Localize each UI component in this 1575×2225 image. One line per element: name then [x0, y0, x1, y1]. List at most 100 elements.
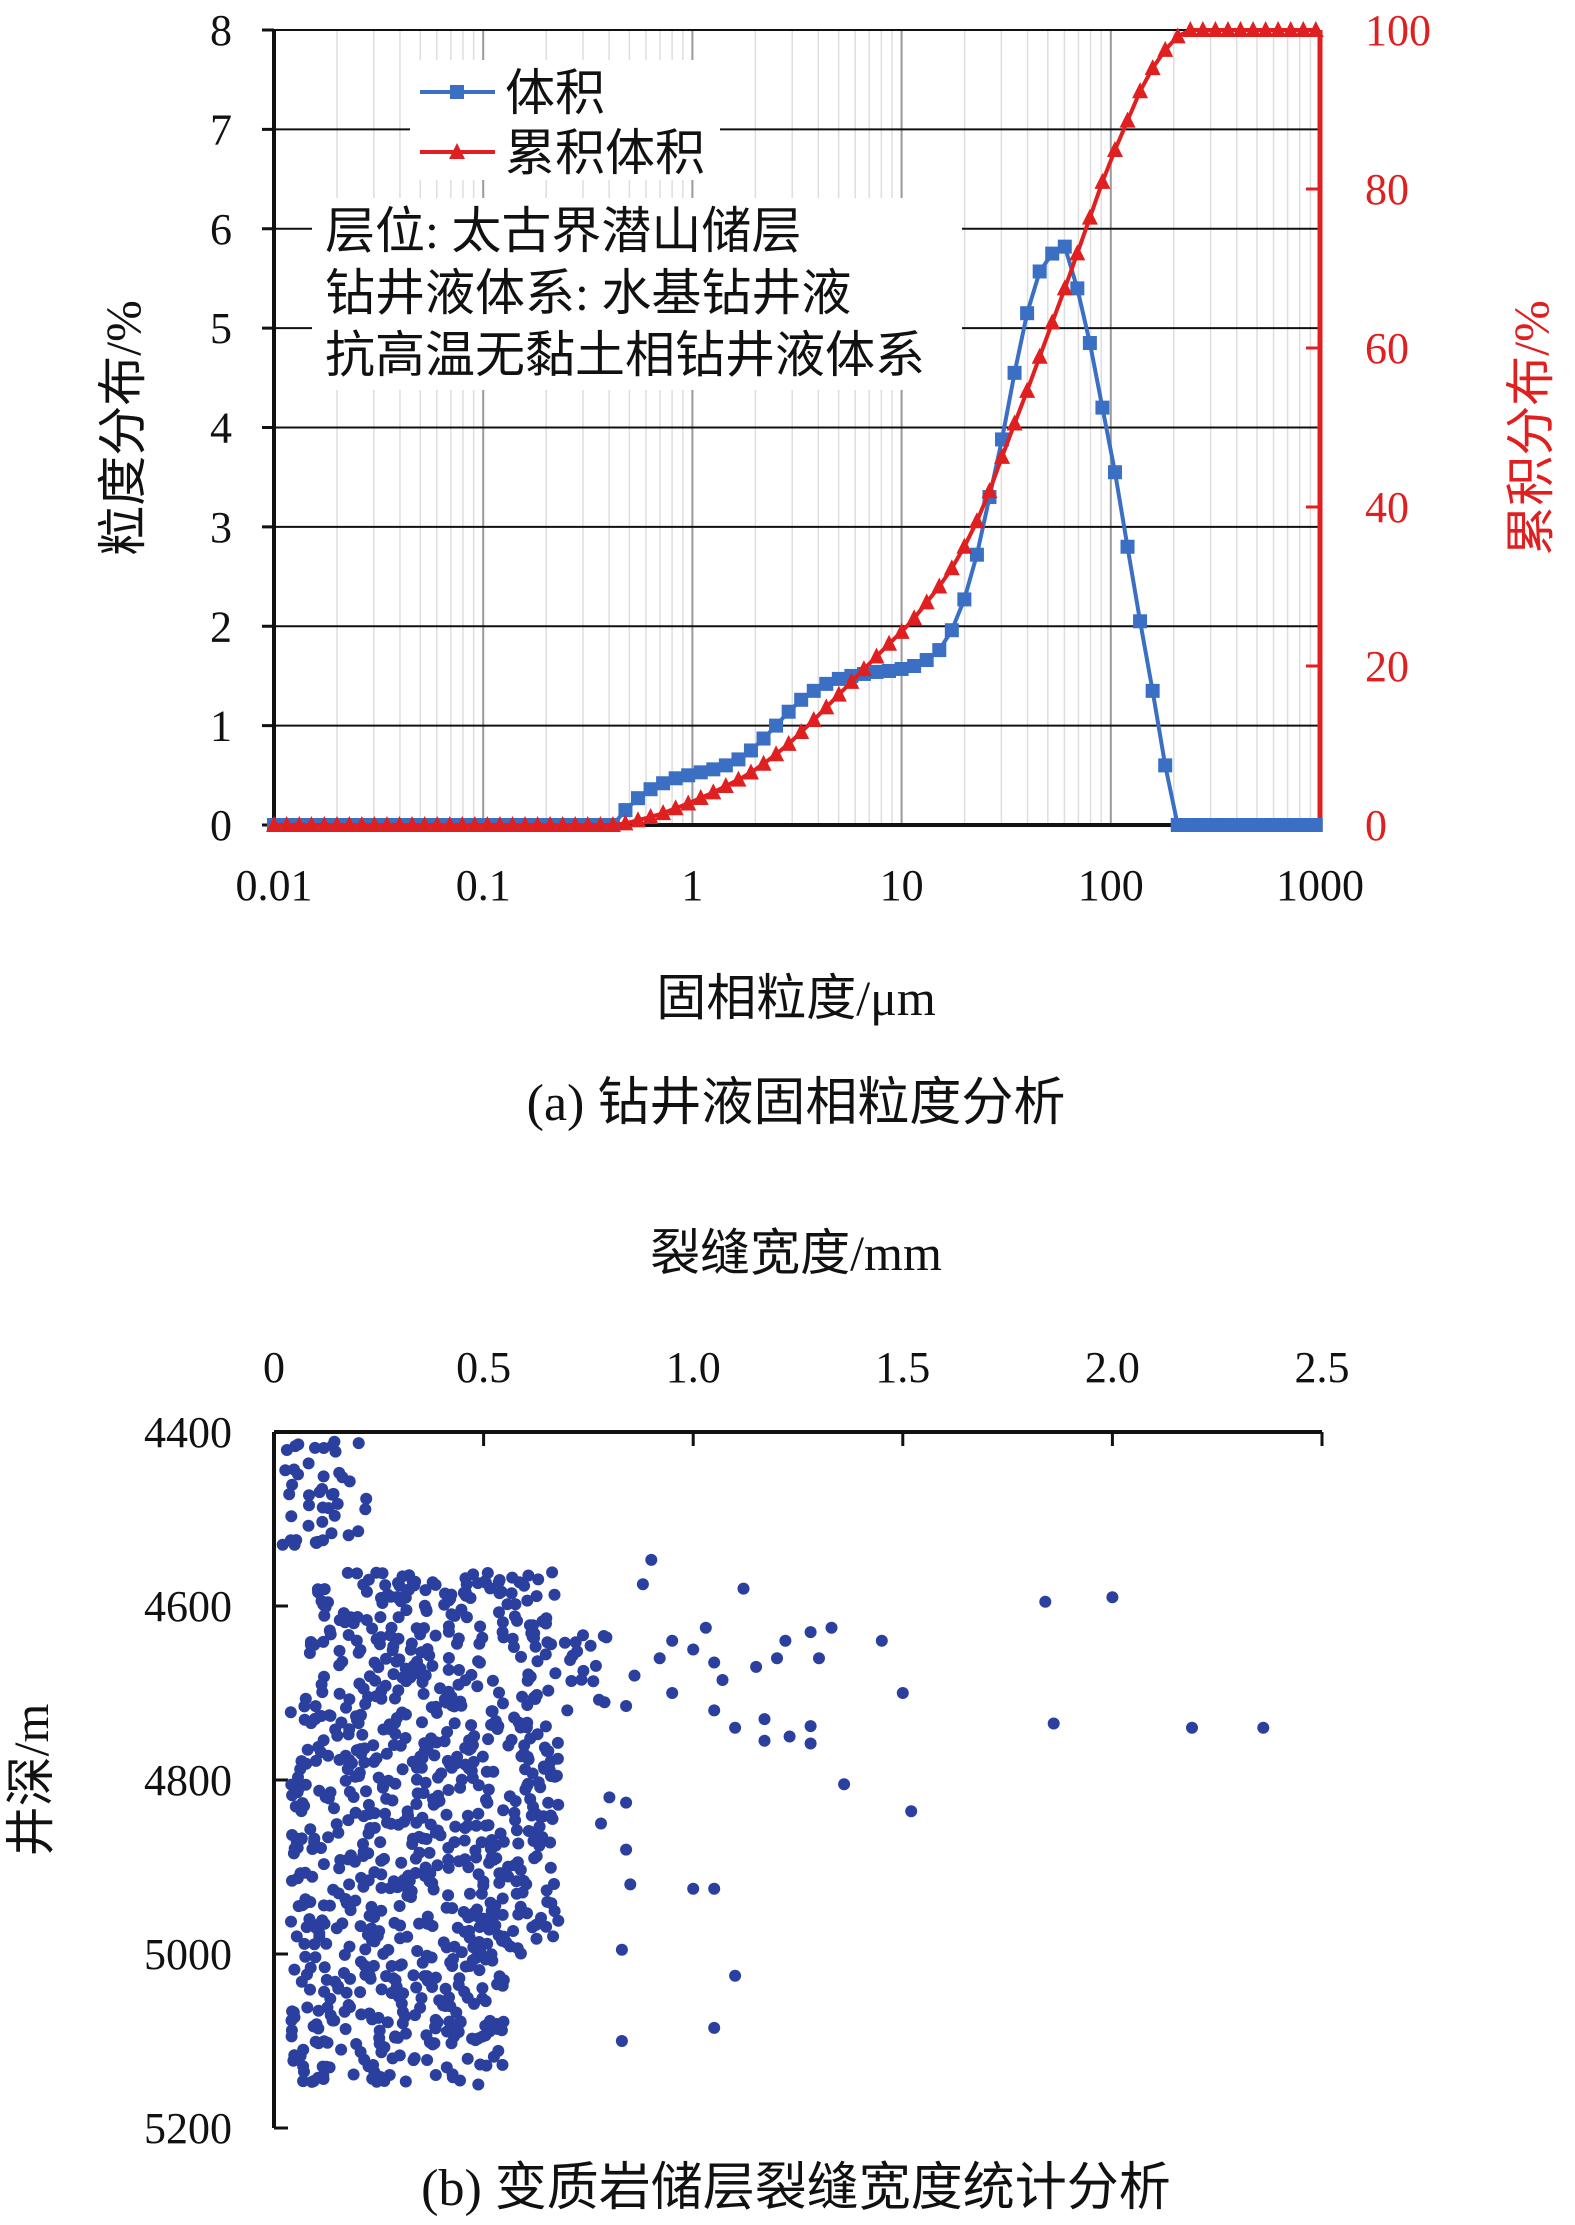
data-point	[304, 1961, 317, 1974]
data-point	[484, 1842, 497, 1855]
data-point	[545, 1638, 558, 1651]
data-point	[404, 1643, 417, 1656]
chart-b-tick-labels: 0 0.5 1.0 1.5 2.0 2.5 4400 4600 4800 5000 5200	[144, 1343, 1350, 2153]
data-point	[347, 1791, 360, 1803]
cumulative-point	[994, 447, 1011, 464]
data-point	[425, 1951, 438, 1964]
data-point	[441, 2025, 453, 2038]
data-point	[551, 1736, 564, 1749]
data-point	[1106, 1591, 1119, 1604]
x-tick-label: 1.0	[666, 1343, 721, 1392]
data-point	[595, 1817, 607, 1830]
volume-point	[1158, 758, 1173, 773]
data-point	[542, 1796, 555, 1809]
volume-point	[1170, 818, 1185, 832]
data-point	[347, 2068, 360, 2081]
cumulative-point	[466, 816, 483, 832]
data-point	[380, 1652, 392, 1665]
data-point	[476, 2030, 489, 2043]
data-point	[343, 1753, 356, 1766]
data-point	[442, 1620, 455, 1633]
data-point	[322, 1831, 335, 1844]
legend-volume-label: 体积	[505, 65, 605, 121]
cumulative-point	[881, 634, 898, 651]
data-point	[512, 1908, 525, 1921]
data-point	[393, 1579, 406, 1592]
data-point	[393, 1900, 406, 1912]
volume-point	[919, 653, 934, 668]
annotation-line-2: 钻井液体系: 水基钻井液	[325, 265, 851, 321]
data-point	[365, 1900, 378, 1913]
data-point	[758, 1713, 771, 1726]
data-point	[333, 1644, 346, 1657]
data-point	[290, 1534, 303, 1547]
y-tick-label: 8	[210, 6, 232, 55]
data-point	[407, 2054, 420, 2067]
data-point	[317, 1858, 330, 1871]
data-point	[484, 1896, 497, 1909]
data-point	[312, 2022, 325, 2035]
data-point	[396, 1763, 409, 1776]
data-point	[495, 2024, 508, 2037]
data-point	[429, 1629, 442, 1642]
data-point	[381, 2016, 394, 2029]
cumulative-point	[1270, 21, 1287, 37]
data-point	[316, 1501, 329, 1514]
data-point	[455, 1699, 468, 1712]
volume-point	[1057, 239, 1072, 254]
cumulative-point	[504, 816, 521, 832]
cumulative-point	[805, 711, 822, 728]
data-point	[454, 1781, 467, 1794]
data-point	[838, 1778, 851, 1791]
data-point	[339, 1893, 352, 1905]
data-point	[491, 1723, 504, 1735]
data-point	[506, 1571, 519, 1584]
x-tick-label: 0.1	[456, 861, 511, 910]
data-point	[451, 1637, 463, 1650]
data-point	[442, 1853, 455, 1866]
data-point	[426, 2038, 439, 2051]
data-point	[454, 2015, 467, 2028]
cumulative-point	[1219, 21, 1236, 37]
volume-point	[1120, 539, 1135, 554]
data-point	[392, 1684, 405, 1697]
data-point	[547, 1930, 560, 1943]
volume-point	[769, 718, 784, 733]
data-point	[493, 1606, 505, 1619]
data-point	[593, 1693, 605, 1706]
data-point	[486, 1705, 499, 1718]
data-point	[313, 1784, 326, 1797]
data-point	[349, 1894, 362, 1907]
data-point	[445, 2037, 458, 2050]
data-point	[339, 1774, 352, 1787]
data-point	[294, 1763, 307, 1776]
data-point	[447, 1953, 459, 1965]
data-point	[440, 1901, 453, 1914]
data-point	[461, 1809, 474, 1822]
data-point	[469, 1844, 482, 1857]
data-point	[342, 1814, 355, 1827]
cumulative-point	[278, 816, 295, 832]
data-point	[464, 1742, 477, 1755]
cumulative-point	[1044, 313, 1061, 330]
data-point	[589, 1659, 602, 1672]
data-point	[472, 1807, 485, 1820]
y-tick-label: 2	[210, 602, 232, 651]
data-point	[584, 1639, 597, 1652]
data-point	[354, 1986, 367, 1999]
cumulative-point	[931, 577, 948, 594]
data-point	[521, 1716, 534, 1729]
data-point	[522, 1777, 535, 1790]
cumulative-point	[441, 816, 458, 832]
data-point	[429, 1971, 442, 1984]
data-point	[708, 1882, 721, 1895]
data-point	[645, 1553, 658, 1566]
data-point	[804, 1737, 817, 1750]
data-point	[497, 1697, 509, 1710]
data-point	[297, 2075, 310, 2088]
data-point	[531, 1655, 544, 1668]
data-point	[457, 1586, 470, 1599]
data-point	[472, 1655, 485, 1668]
cumulative-point	[1169, 27, 1186, 44]
x-tick-label: 1000	[1276, 861, 1364, 910]
